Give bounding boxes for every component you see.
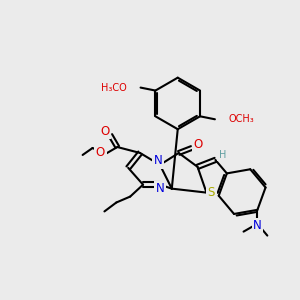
Text: OCH₃: OCH₃: [229, 114, 254, 124]
Text: N: N: [155, 182, 164, 195]
Text: O: O: [193, 138, 202, 151]
Text: O: O: [101, 125, 110, 138]
Text: S: S: [208, 186, 215, 199]
Text: N: N: [154, 154, 162, 167]
Text: O: O: [96, 146, 105, 160]
Text: N: N: [253, 219, 262, 232]
Text: H₃CO: H₃CO: [101, 82, 127, 93]
Text: H: H: [219, 150, 226, 160]
